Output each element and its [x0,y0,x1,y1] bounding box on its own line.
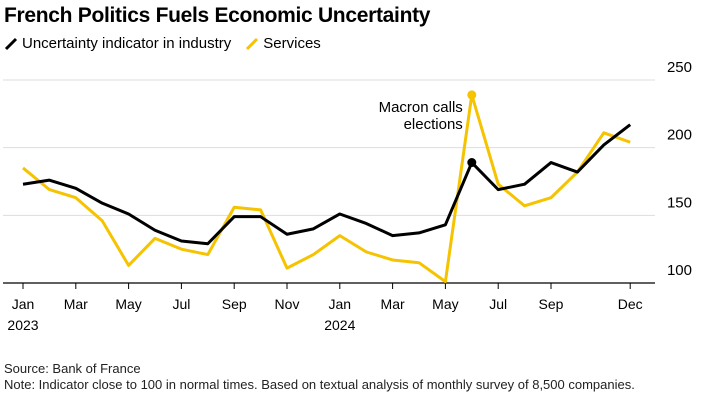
annotation-text: Macron calls [379,99,463,116]
series-line-services [22,93,631,284]
x-tick-year-label: 2024 [324,317,355,333]
source-text: Source: Bank of France [4,361,141,376]
legend-item-services: Services [245,35,321,52]
x-tick-label: Jul [172,296,190,312]
note-text: Note: Indicator close to 100 in normal t… [4,377,635,392]
x-tick-label: Jul [489,296,507,312]
x-tick-label: Jan [329,296,352,312]
chart-title: French Politics Fuels Economic Uncertain… [4,4,431,27]
y-tick-label: 250 [667,59,692,76]
legend-label: Services [263,35,321,52]
x-tick-label: Nov [275,296,300,312]
x-tick-label: Dec [618,296,643,312]
x-tick-label: May [432,296,458,312]
x-tick-label: Sep [539,296,564,312]
series-line-industry [22,123,632,246]
legend: Uncertainty indicator in industry Servic… [4,35,321,52]
annotation-text: elections [404,116,463,133]
y-tick-label: 150 [667,194,692,211]
y-tick-label: 200 [667,127,692,144]
data-point [467,90,477,100]
x-tick-label: Jan [12,296,35,312]
x-tick-label: May [115,296,141,312]
legend-item-industry: Uncertainty indicator in industry [4,35,231,52]
x-tick-year-label: 2023 [7,317,38,333]
x-tick-label: Mar [64,296,88,312]
legend-swatch-icon [4,37,18,50]
y-tick-label: 100 [667,262,692,279]
plot-area: 100 150 200 250 Jan 2023 Mar May Jul Sep Nov Jan 202… [3,59,692,333]
data-point [467,158,477,168]
x-tick-label: Mar [381,296,405,312]
x-tick-label: Sep [222,296,247,312]
legend-swatch-icon [246,37,259,50]
legend-label: Uncertainty indicator in industry [22,35,232,52]
